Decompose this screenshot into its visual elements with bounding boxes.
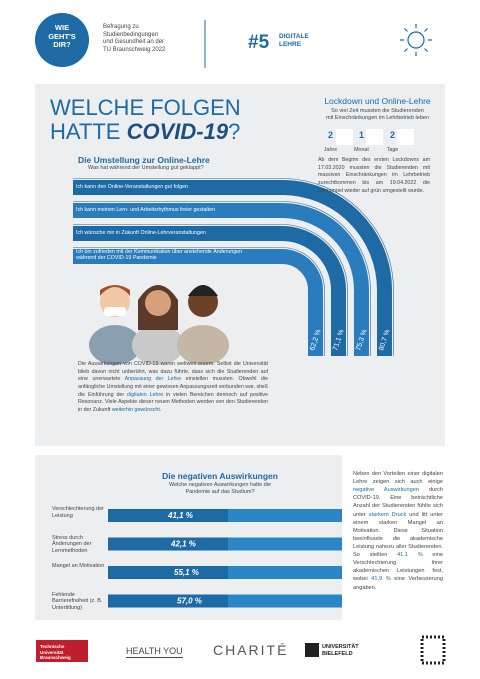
badge-line: WIE — [54, 23, 70, 32]
title-end: ? — [228, 119, 241, 145]
arc-edge — [73, 201, 371, 356]
logo: HEALTH YOU — [126, 646, 183, 659]
lockdown-text: Ab dem Beginn des ersten Lockdowns am 17… — [318, 157, 430, 194]
neg-bar-dark — [108, 566, 228, 579]
arc-bar — [73, 249, 323, 356]
text-segment: . — [159, 407, 162, 414]
text-segment: 41,1 % — [397, 552, 423, 559]
issue-number: #5 — [248, 32, 270, 53]
text-segment: einstellen mussten. Obwohl die anfänglic… — [78, 376, 269, 398]
arc-label: Ich kann meinen Lern- und Arbeitsrhythmu… — [76, 207, 215, 213]
counter-value: 1 — [358, 130, 364, 140]
negative-subtitle: Welche negativen Auswirkungen hatte die P… — [75, 482, 365, 496]
neg-bar-dark — [108, 537, 228, 551]
text-segment: Die Auswirkungen von COVID-19 waren welt… — [78, 361, 268, 383]
negative-text: Neben den Vorteilen einer digitalen Lehr… — [353, 470, 443, 592]
switch-subtitle: Was hat während der Umstellung gut gekla… — [88, 165, 204, 171]
counter-label: Monat — [354, 147, 369, 153]
arc-bar — [73, 203, 369, 356]
text-segment: starkem Druck — [368, 511, 407, 518]
survey-line: TU Braunschweig 2022 — [103, 46, 166, 53]
topic: DIGITALE LEHRE — [279, 33, 309, 49]
title-line: WELCHE FOLGEN — [50, 95, 241, 120]
text-segment: durch COVID-19. Eine beträchtliche Anzah… — [353, 487, 444, 518]
neg-bar-dark — [108, 594, 228, 608]
switch-text: Die Auswirkungen von COVID-19 waren welt… — [78, 361, 268, 415]
subtitle-line: Pandemie auf das Studium? — [185, 488, 255, 495]
text-segment: weiterhin gewünscht — [111, 407, 160, 414]
arc-edge — [73, 178, 394, 356]
people-illustration — [89, 285, 229, 365]
footer-logos — [36, 635, 446, 665]
arc-edge — [73, 224, 348, 356]
text-segment: Anpassung der Lehre — [124, 376, 182, 383]
neg-label: Mangel an Motivation — [52, 563, 105, 569]
text-segment: Neben den Vorteilen einer digitalen Lehr… — [353, 471, 443, 486]
arc-edge — [73, 247, 325, 356]
arc-bars: Ich kann den Online-Veranstaltungen gut … — [73, 178, 394, 356]
neg-value: 55,1 % — [174, 568, 199, 577]
counter-label: Tage — [386, 147, 399, 153]
counter-cell: 2 Jahre — [322, 130, 339, 154]
text-segment: 41,9 % — [371, 576, 391, 583]
text-segment: in vielen Bereichen dennoch auf positive… — [78, 391, 268, 414]
survey-line: Befragung zu — [103, 24, 139, 30]
subtitle-line: So viel Zeit mussten die Studierenden — [331, 108, 424, 114]
counter-value: 2 — [389, 130, 395, 140]
counter-cell: 1 Monat — [353, 130, 370, 154]
logo: CHARITÉ — [213, 642, 289, 658]
main-title: WELCHE FOLGEN HATTE COVID-19? — [50, 95, 241, 145]
arc-label-box: Ich kann den Online-Veranstaltungen gut … — [76, 184, 188, 190]
survey: Befragung zu Studienbedingungen und Gesund… — [103, 24, 165, 54]
topic-line: LEHRE — [279, 41, 302, 49]
logo: UNIVERSITÄT BIELEFELD — [322, 644, 359, 657]
text-segment: negative Auswirkungen — [353, 487, 419, 494]
switch-title: Die Umstellung zur Online-Lehre — [78, 155, 210, 165]
text-segment: eine Verschlechterung ihrer akademischen… — [353, 552, 443, 583]
lockdown-title: Lockdown und Online-Lehre — [324, 96, 431, 106]
badge-text: WIE GEHT'S DIR? — [35, 23, 89, 50]
lockdown-subtitle: So viel Zeit mussten die Studierenden mit… — [310, 108, 445, 122]
arc-label: Ich wünsche mir in Zukunft Online-Lehrve… — [76, 230, 206, 236]
title-highlight: COVID-19 — [126, 119, 229, 145]
topic-line: DIGITALE — [279, 33, 309, 40]
neg-label: Fehlende Barrierefreiheit (z. B. Unterti… — [52, 591, 103, 612]
survey-line: Studienbedingungen — [103, 31, 159, 38]
text-segment: und litt unter einem starken Mangel an M… — [353, 511, 443, 559]
subtitle-line: mit Einschränkungen im Lehrbetrieb leben — [325, 114, 430, 121]
virus-icon — [400, 24, 432, 56]
neg-label: Verschlechterung der Leistung — [52, 506, 104, 519]
survey-line: und Gesundheit an der — [103, 39, 165, 45]
arc-label: Ich kann den Online-Veranstaltungen gut … — [76, 184, 188, 190]
negative-bars: 41,1 % 42,1 % 55,1 % 57,0 % — [108, 509, 342, 608]
badge-line: DIR? — [53, 40, 71, 50]
arc-bar — [73, 180, 392, 356]
arc-label-box: Ich bin zufrieden mit der Kommunikation … — [76, 249, 243, 262]
text-segment: digitalen Lehre — [127, 391, 164, 398]
arc-bar — [73, 226, 346, 356]
neg-value: 57,0 % — [177, 597, 202, 606]
counter-value: 2 — [327, 130, 333, 140]
neg-value: 42,1 % — [170, 540, 196, 549]
text-segment: eine Verbesserung angaben. — [353, 576, 444, 591]
neg-bar-dark — [108, 509, 228, 522]
neg-label: Stress durch Änderungen der Lernmethoden — [52, 534, 92, 555]
neg-value: 41,1 % — [167, 511, 193, 520]
negative-title: Die negativen Auswirkungen — [162, 471, 278, 481]
arc-label-box: Ich kann meinen Lern- und Arbeitsrhythmu… — [76, 207, 215, 213]
counter-boxes — [336, 129, 414, 145]
arc-label-box: Ich wünsche mir in Zukunft Online-Lehrve… — [76, 230, 206, 236]
counter-cell: 2 Tage — [384, 130, 401, 154]
badge — [35, 13, 89, 67]
badge-line: GEHT'S — [48, 31, 76, 41]
arc-label: Ich bin zufrieden mit der Kommunikation … — [76, 249, 243, 262]
title-line: HATTE — [50, 119, 121, 145]
subtitle-line: Welche negativen Auswirkungen hatte die — [168, 482, 272, 488]
logo: Technische Universität Braunschweig — [40, 644, 71, 661]
counter-label: Jahre — [323, 147, 338, 153]
